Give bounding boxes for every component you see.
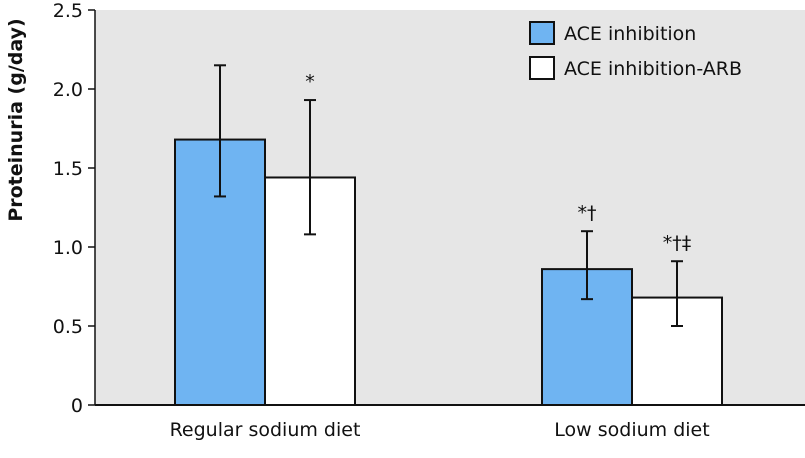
legend-label: ACE inhibition	[564, 23, 696, 45]
legend: ACE inhibition ACE inhibition-ARB	[529, 21, 742, 80]
legend-label: ACE inhibition-ARB	[564, 58, 742, 80]
x-tick-label: Regular sodium diet	[170, 419, 361, 441]
significance-marker: *	[305, 71, 315, 93]
significance-marker: *†	[578, 202, 597, 224]
y-tick-label: 2.5	[53, 0, 83, 22]
y-tick-label: 1.0	[53, 237, 83, 259]
legend-swatch	[529, 56, 555, 80]
y-tick-label: 0.5	[53, 316, 83, 338]
significance-marker: *†‡	[663, 232, 692, 254]
y-tick-label: 0	[71, 395, 83, 417]
y-tick-label: 2.0	[53, 79, 83, 101]
legend-swatch	[529, 21, 555, 45]
y-tick-label: 1.5	[53, 158, 83, 180]
y-axis-label: Proteinuria (g/day)	[5, 18, 27, 221]
x-tick-label: Low sodium diet	[554, 419, 709, 441]
